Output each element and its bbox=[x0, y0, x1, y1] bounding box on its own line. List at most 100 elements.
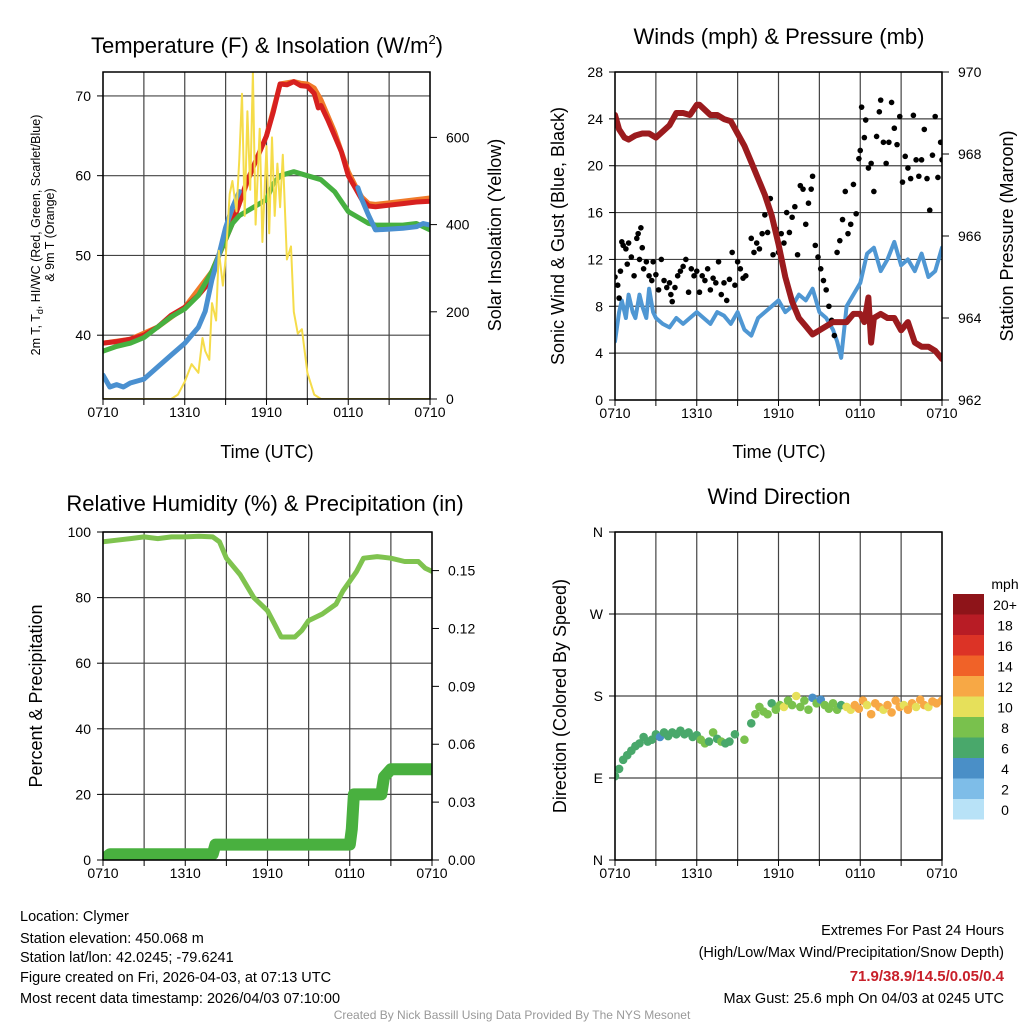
gust-point bbox=[723, 297, 730, 304]
x-tick-label: 1310 bbox=[681, 405, 712, 421]
gust-point bbox=[729, 249, 735, 256]
gust-point bbox=[635, 230, 641, 237]
legend-title: mph bbox=[991, 576, 1018, 592]
wind-direction-point bbox=[887, 708, 896, 717]
y-tick-label: 70 bbox=[75, 88, 91, 104]
gust-point bbox=[715, 258, 722, 265]
gust-point bbox=[674, 273, 681, 279]
y-tick-label: N bbox=[593, 524, 603, 540]
gust-point bbox=[721, 280, 727, 286]
x-tick-label: 0110 bbox=[845, 405, 875, 421]
gust-point bbox=[702, 277, 708, 284]
y-tick-label: 0 bbox=[83, 852, 91, 868]
footer-timestamp: Most recent data timestamp: 2026/04/03 0… bbox=[20, 991, 340, 1007]
gust-point bbox=[764, 229, 771, 236]
gust-point bbox=[783, 209, 790, 216]
x-tick-label: 0710 bbox=[416, 865, 447, 881]
legend-swatch bbox=[953, 758, 984, 779]
gust-point bbox=[743, 273, 749, 279]
gust-point bbox=[693, 268, 700, 274]
gust-point bbox=[759, 230, 765, 237]
x-tick-label: 1910 bbox=[252, 865, 283, 881]
y-tick-label: 12 bbox=[587, 251, 603, 267]
gust-point bbox=[623, 246, 629, 252]
legend-label: 0 bbox=[1001, 802, 1009, 818]
legend-label: 20+ bbox=[993, 597, 1017, 613]
wind-direction-point bbox=[746, 719, 756, 728]
gust-point bbox=[699, 273, 705, 279]
wind-direction-point bbox=[730, 729, 740, 739]
plot-frame bbox=[102, 71, 431, 400]
legend-label: 18 bbox=[997, 618, 1013, 634]
wind-direction-point bbox=[615, 771, 620, 781]
y2-tick-label: 0.03 bbox=[448, 794, 475, 810]
footer-created: Figure created on Fri, 2026-04-03, at 07… bbox=[20, 970, 331, 986]
y2-tick-label: 200 bbox=[446, 304, 470, 320]
y-tick-label: 50 bbox=[75, 247, 91, 263]
wind-direction-point bbox=[804, 705, 813, 714]
gust-point bbox=[924, 175, 930, 182]
y-tick-label: N bbox=[593, 852, 603, 868]
gust-point bbox=[800, 186, 806, 192]
wind-direction-point bbox=[903, 705, 913, 714]
gust-point bbox=[808, 186, 814, 192]
wind-direction-point bbox=[615, 764, 624, 774]
gust-point bbox=[770, 251, 776, 258]
gust-point bbox=[856, 155, 862, 162]
direction-chart-title: Wind Direction bbox=[707, 484, 850, 509]
y-tick-label: 20 bbox=[75, 786, 91, 802]
legend-swatch bbox=[953, 635, 984, 656]
gust-point bbox=[809, 173, 816, 180]
gust-point bbox=[628, 254, 635, 260]
gust-point bbox=[691, 273, 697, 279]
rh-chart-title: Relative Humidity (%) & Precipitation (i… bbox=[66, 491, 463, 516]
y-tick-label: 60 bbox=[75, 655, 91, 671]
wind-direction-point bbox=[779, 702, 789, 712]
speed-legend: mph 20+ 18 16 14 12 10 8 6 4 2 0 bbox=[953, 576, 1019, 820]
plot-frame bbox=[614, 531, 943, 861]
gust-point bbox=[805, 200, 812, 206]
wind-direction-point bbox=[854, 704, 864, 714]
gust-point bbox=[751, 249, 757, 256]
wind-direction-point bbox=[704, 737, 714, 746]
wind-direction-point bbox=[708, 728, 718, 737]
x-tick-label: 0710 bbox=[599, 405, 630, 421]
gust-point bbox=[880, 139, 887, 146]
gust-point bbox=[617, 268, 624, 274]
x-tick-label: 0710 bbox=[87, 404, 118, 420]
rh-left-axis-label: Percent & Precipitation bbox=[26, 604, 46, 787]
legend-label: 14 bbox=[997, 659, 1013, 675]
gust-point bbox=[704, 266, 711, 272]
x-tick-label: 0710 bbox=[926, 865, 957, 881]
wind-direction-point bbox=[725, 737, 734, 746]
gust-point bbox=[926, 207, 933, 214]
gust-point bbox=[650, 258, 656, 265]
y2-tick-label: 962 bbox=[958, 392, 982, 408]
temperature-left-axis-label-2: & 9m T (Orange) bbox=[43, 188, 57, 281]
wind-direction-point bbox=[751, 709, 760, 719]
y-tick-label: 40 bbox=[75, 327, 91, 343]
x-tick-label: 0710 bbox=[414, 404, 445, 420]
wind-direction-point bbox=[740, 735, 749, 745]
y-tick-label: 100 bbox=[68, 524, 92, 540]
gust-point bbox=[896, 113, 903, 120]
y-tick-label: 28 bbox=[587, 64, 603, 80]
gust-point bbox=[718, 291, 725, 298]
legend-label: 6 bbox=[1001, 741, 1009, 757]
gust-point bbox=[753, 240, 760, 246]
wind-direction-point bbox=[800, 696, 809, 705]
gust-point bbox=[921, 126, 928, 133]
plot-frame bbox=[102, 531, 433, 861]
y2-tick-label: 600 bbox=[446, 129, 470, 145]
gust-point bbox=[762, 212, 768, 218]
gust-point bbox=[615, 282, 621, 288]
wind-direction-point bbox=[791, 691, 801, 701]
gust-point bbox=[883, 160, 889, 167]
plot-frame bbox=[614, 71, 943, 401]
gust-point bbox=[789, 214, 795, 221]
gust-point bbox=[710, 275, 716, 281]
gust-point bbox=[653, 271, 659, 278]
gust-point bbox=[857, 147, 864, 154]
wind-direction-point bbox=[911, 702, 921, 712]
